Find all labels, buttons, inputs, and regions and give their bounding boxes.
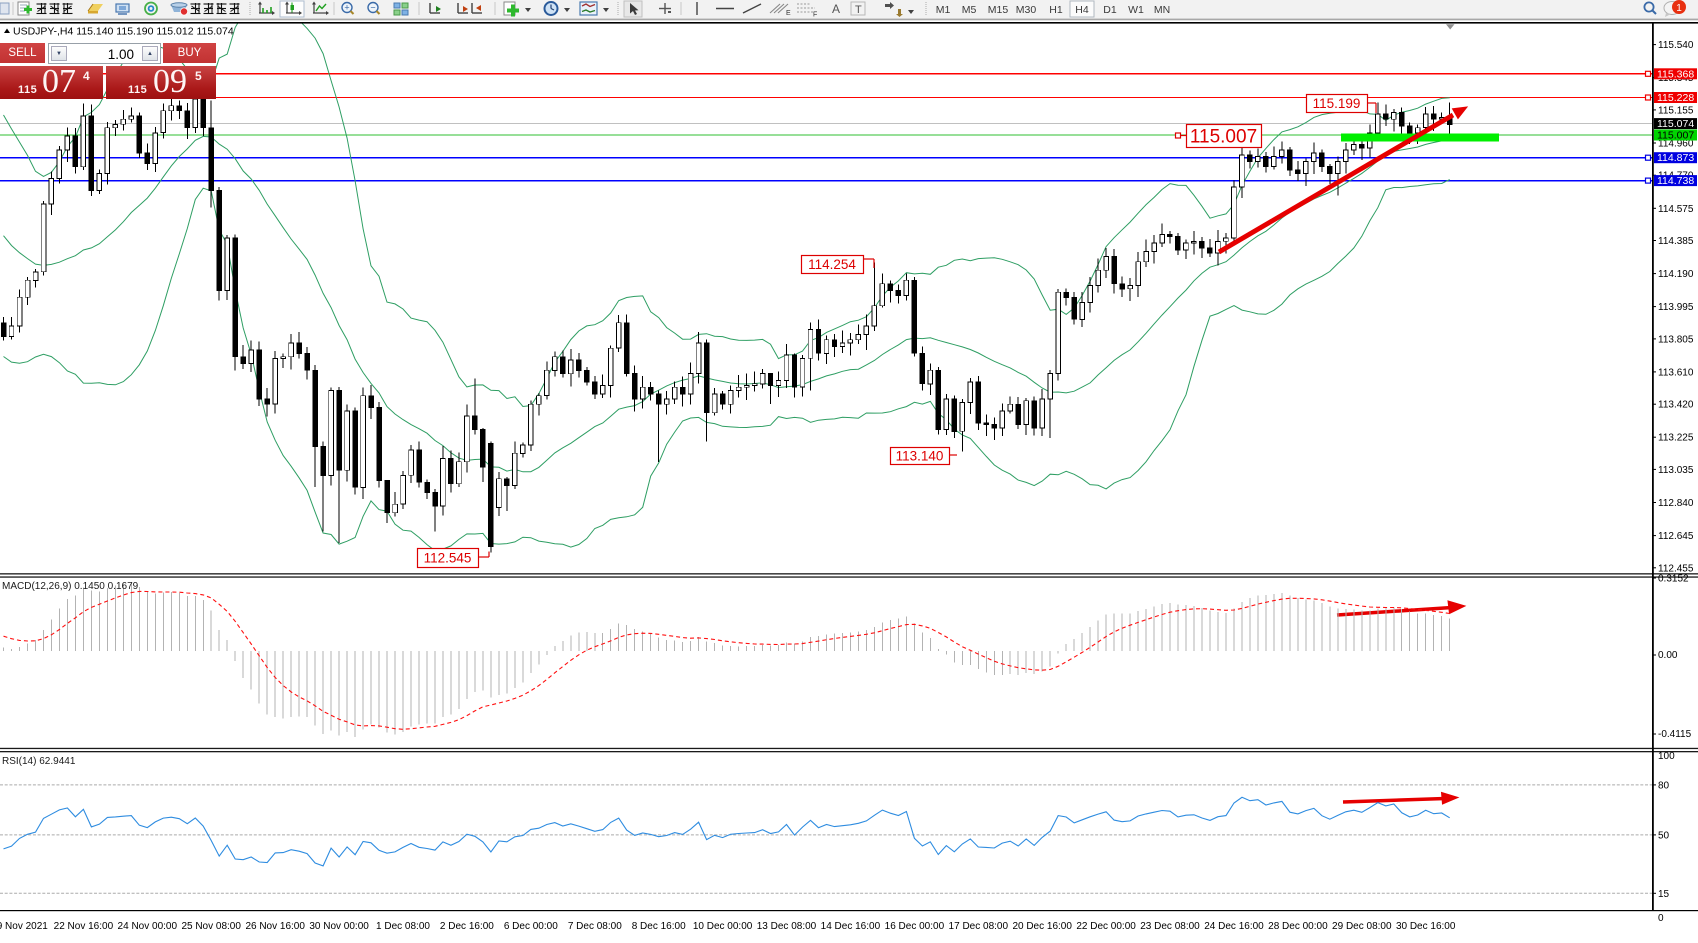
- svg-text:15: 15: [1658, 889, 1670, 900]
- svg-text:30 Nov 00:00: 30 Nov 00:00: [309, 921, 369, 932]
- svg-text:14 Dec 16:00: 14 Dec 16:00: [821, 921, 881, 932]
- svg-text:M15: M15: [988, 4, 1009, 16]
- svg-text:16 Dec 00:00: 16 Dec 00:00: [885, 921, 945, 932]
- svg-text:H1: H1: [1049, 4, 1063, 16]
- svg-text:E: E: [786, 10, 791, 17]
- svg-text:MN: MN: [1154, 4, 1170, 16]
- svg-text:113.805: 113.805: [1658, 334, 1694, 345]
- svg-text:H4: H4: [1075, 4, 1089, 16]
- svg-text:115.199: 115.199: [1313, 96, 1361, 111]
- svg-text:1 Dec 08:00: 1 Dec 08:00: [376, 921, 430, 932]
- svg-text:115.155: 115.155: [1658, 105, 1694, 116]
- svg-text:113.140: 113.140: [896, 448, 944, 463]
- svg-text:115.540: 115.540: [1658, 40, 1694, 51]
- svg-text:114.254: 114.254: [808, 257, 856, 272]
- svg-text:114.738: 114.738: [1657, 175, 1694, 187]
- svg-text:D1: D1: [1103, 4, 1117, 16]
- svg-text:114.385: 114.385: [1658, 236, 1694, 247]
- svg-text:114.575: 114.575: [1658, 204, 1694, 215]
- svg-text:8 Dec 16:00: 8 Dec 16:00: [632, 921, 686, 932]
- svg-text:113.420: 113.420: [1658, 400, 1694, 411]
- svg-text:29 Dec 08:00: 29 Dec 08:00: [1332, 921, 1392, 932]
- svg-text:MACD(12,26,9) 0.1450 0.1679: MACD(12,26,9) 0.1450 0.1679: [2, 581, 139, 592]
- svg-text:17 Dec 08:00: 17 Dec 08:00: [949, 921, 1009, 932]
- svg-text:USDJPY-,H4 115.140 115.190 11: USDJPY-,H4 115.140 115.190 115.012 115.0…: [13, 26, 234, 38]
- svg-text:M30: M30: [1016, 4, 1037, 16]
- svg-text:80: 80: [1658, 780, 1670, 791]
- svg-text:113.610: 113.610: [1658, 367, 1694, 378]
- svg-text:24 Nov 00:00: 24 Nov 00:00: [118, 921, 178, 932]
- svg-text:26 Nov 16:00: 26 Nov 16:00: [245, 921, 305, 932]
- svg-text:20 Dec 16:00: 20 Dec 16:00: [1012, 921, 1072, 932]
- svg-text:113.035: 113.035: [1658, 465, 1694, 476]
- svg-text:22 Nov 16:00: 22 Nov 16:00: [54, 921, 114, 932]
- svg-text:−: −: [370, 3, 375, 13]
- svg-text:13 Dec 08:00: 13 Dec 08:00: [757, 921, 817, 932]
- svg-text:22 Dec 00:00: 22 Dec 00:00: [1076, 921, 1136, 932]
- svg-text:RSI(14) 62.9441: RSI(14) 62.9441: [2, 756, 76, 767]
- svg-text:1: 1: [1676, 3, 1682, 14]
- svg-text:50: 50: [1658, 830, 1670, 841]
- svg-text:0.00: 0.00: [1658, 650, 1678, 661]
- svg-text:+: +: [344, 3, 349, 13]
- svg-text:114.873: 114.873: [1657, 152, 1694, 164]
- svg-text:113.995: 113.995: [1658, 302, 1694, 313]
- svg-text:112.455: 112.455: [1658, 563, 1694, 574]
- svg-text:28 Dec 00:00: 28 Dec 00:00: [1268, 921, 1328, 932]
- svg-text:W1: W1: [1128, 4, 1144, 16]
- svg-text:A: A: [832, 2, 840, 16]
- svg-text:10 Dec 00:00: 10 Dec 00:00: [693, 921, 753, 932]
- svg-text:19 Nov 2021: 19 Nov 2021: [0, 921, 48, 932]
- svg-text:115.228: 115.228: [1657, 92, 1694, 104]
- svg-text:T: T: [855, 4, 862, 16]
- svg-text:2 Dec 16:00: 2 Dec 16:00: [440, 921, 494, 932]
- svg-text:6 Dec 00:00: 6 Dec 00:00: [504, 921, 558, 932]
- svg-text:115.368: 115.368: [1657, 68, 1694, 80]
- svg-text:7 Dec 08:00: 7 Dec 08:00: [568, 921, 622, 932]
- svg-text:114.190: 114.190: [1658, 269, 1694, 280]
- svg-text:-0.4115: -0.4115: [1658, 729, 1692, 740]
- svg-text:115.007: 115.007: [1657, 130, 1694, 142]
- svg-text:115.074: 115.074: [1657, 118, 1694, 130]
- svg-text:112.645: 112.645: [1658, 531, 1694, 542]
- svg-text:25 Nov 08:00: 25 Nov 08:00: [181, 921, 241, 932]
- svg-text:30 Dec 16:00: 30 Dec 16:00: [1396, 921, 1456, 932]
- svg-text:0.3152: 0.3152: [1658, 574, 1689, 585]
- svg-text:113.225: 113.225: [1658, 433, 1694, 444]
- svg-text:23 Dec 08:00: 23 Dec 08:00: [1140, 921, 1200, 932]
- svg-text:0: 0: [1658, 913, 1664, 924]
- svg-text:112.545: 112.545: [424, 550, 472, 565]
- svg-text:100: 100: [1658, 751, 1675, 762]
- svg-text:114.960: 114.960: [1658, 139, 1694, 150]
- svg-text:24 Dec 16:00: 24 Dec 16:00: [1204, 921, 1264, 932]
- svg-text:M1: M1: [936, 4, 951, 16]
- svg-text:115.007: 115.007: [1190, 126, 1257, 147]
- svg-text:M5: M5: [962, 4, 977, 16]
- svg-text:F: F: [813, 12, 817, 19]
- svg-text:112.840: 112.840: [1658, 498, 1694, 509]
